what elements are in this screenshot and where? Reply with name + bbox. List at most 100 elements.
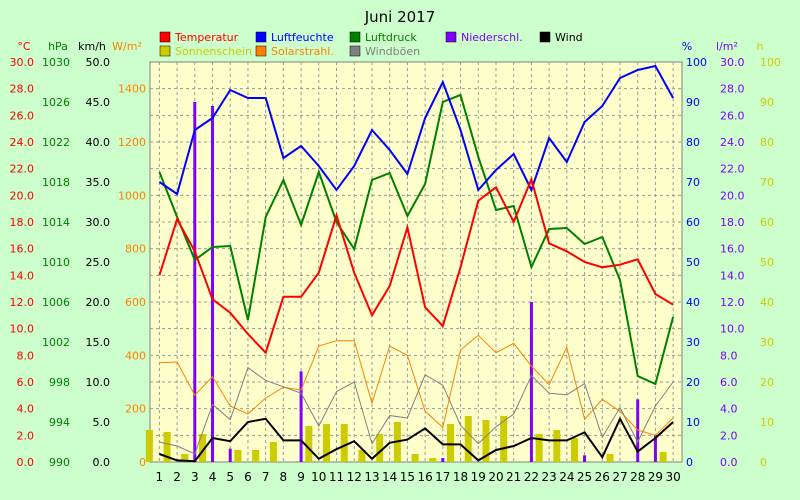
tick-label-temp: 18.0 [10,216,35,229]
legend-swatch [349,31,361,43]
legend-label: Luftdruck [365,31,417,44]
x-tick-label: 19 [471,470,486,484]
bar-sonnenschein-18 [447,424,455,462]
axis-unit-hum: % [682,40,692,53]
axis-unit-wind: km/h [78,40,106,53]
tick-label-temp: 16.0 [10,243,35,256]
tick-label-wind: 15.0 [86,336,111,349]
tick-label-rad: 600 [125,296,146,309]
bar-sonnenschein-14 [376,434,384,462]
tick-label-wind: 5.0 [93,416,111,429]
axis-unit-rad: W/m² [112,40,142,53]
tick-label-rain: 22.0 [720,163,745,176]
tick-label-rain: 16.0 [720,243,745,256]
tick-label-press: 994 [49,416,70,429]
tick-label-hum: 30 [686,336,700,349]
bar-sonnenschein-3 [181,454,189,462]
tick-label-rain: 4.0 [720,403,738,416]
axis-unit-temp: °C [17,40,31,53]
x-tick-label: 25 [577,470,592,484]
tick-label-rain: 26.0 [720,109,745,122]
tick-label-wind: 35.0 [86,176,111,189]
legend-label: Niederschl. [461,31,523,44]
legend-swatch [445,31,457,43]
legend-swatch [255,31,267,43]
legend-swatch [539,31,551,43]
tick-label-press: 1018 [42,176,70,189]
bar-niederschl-29 [653,435,657,462]
x-tick-label: 14 [382,470,397,484]
tick-label-rad: 200 [125,403,146,416]
x-tick-label: 18 [453,470,468,484]
tick-label-rain: 12.0 [720,296,745,309]
tick-label-hum: 40 [686,296,700,309]
x-tick-label: 3 [191,470,199,484]
tick-label-rain: 30.0 [720,56,745,69]
x-tick-label: 28 [630,470,645,484]
tick-label-wind: 50.0 [86,56,111,69]
axis-unit-rain: l/m² [716,40,738,53]
legend-label: Solarstrahl. [271,45,334,58]
bar-sonnenschein-2 [163,432,171,462]
bar-sonnenschein-23 [535,434,543,462]
tick-label-temp: 22.0 [10,163,35,176]
legend-swatch [255,45,267,57]
bar-series [145,102,667,462]
tick-label-hum: 20 [686,376,700,389]
bar-sonnenschein-11 [323,424,331,462]
x-tick-label: 8 [280,470,288,484]
bar-sonnenschein-21 [500,416,508,462]
legend-swatch [159,45,171,57]
x-tick-label: 2 [173,470,181,484]
x-tick-label: 11 [329,470,344,484]
x-tick-label: 24 [559,470,574,484]
bar-sonnenschein-20 [482,420,490,462]
tick-label-wind: 10.0 [86,376,111,389]
bar-sonnenschein-16 [411,454,419,462]
series-line-wind [159,416,674,463]
tick-label-rain: 24.0 [720,136,745,149]
tick-label-hum: 50 [686,256,700,269]
line-series [158,64,675,463]
bar-sonnenschein-17 [429,458,437,462]
x-tick-label: 5 [226,470,234,484]
tick-label-hum: 90 [686,96,700,109]
tick-label-temp: 28.0 [10,83,35,96]
x-tick-label: 17 [435,470,450,484]
x-tick-label: 12 [347,470,362,484]
bar-sonnenschein-19 [464,416,472,462]
tick-label-sun: 50 [760,256,774,269]
tick-label-rain: 8.0 [720,349,738,362]
tick-label-press: 998 [49,376,70,389]
tick-label-press: 1014 [42,216,70,229]
tick-label-rad: 1200 [118,136,146,149]
tick-label-hum: 10 [686,416,700,429]
bar-sonnenschein-10 [305,426,313,462]
series-line-solarstrahl [159,334,674,436]
tick-label-temp: 24.0 [10,136,35,149]
tick-label-temp: 30.0 [10,56,35,69]
tick-label-rain: 18.0 [720,216,745,229]
bar-sonnenschein-12 [340,424,348,462]
legend-label: Windböen [365,45,420,58]
x-tick-label: 22 [524,470,539,484]
x-tick-label: 26 [595,470,610,484]
bar-sonnenschein-24 [553,430,561,462]
tick-label-wind: 25.0 [86,256,111,269]
x-tick-label: 30 [666,470,681,484]
tick-label-hum: 100 [686,56,707,69]
series-line-luftfeuchte [158,64,674,196]
x-tick-label: 15 [400,470,415,484]
bar-sonnenschein-6 [234,450,242,462]
x-tick-label: 21 [506,470,521,484]
tick-label-rain: 0.0 [720,456,738,469]
x-tick-label: 20 [488,470,503,484]
tick-label-sun: 20 [760,376,774,389]
x-tick-label: 9 [297,470,305,484]
series-line-luftdruck [158,93,675,386]
x-tick-label: 4 [209,470,217,484]
tick-label-temp: 8.0 [17,349,35,362]
tick-label-sun: 90 [760,96,774,109]
axis-unit-press: hPa [48,40,68,53]
